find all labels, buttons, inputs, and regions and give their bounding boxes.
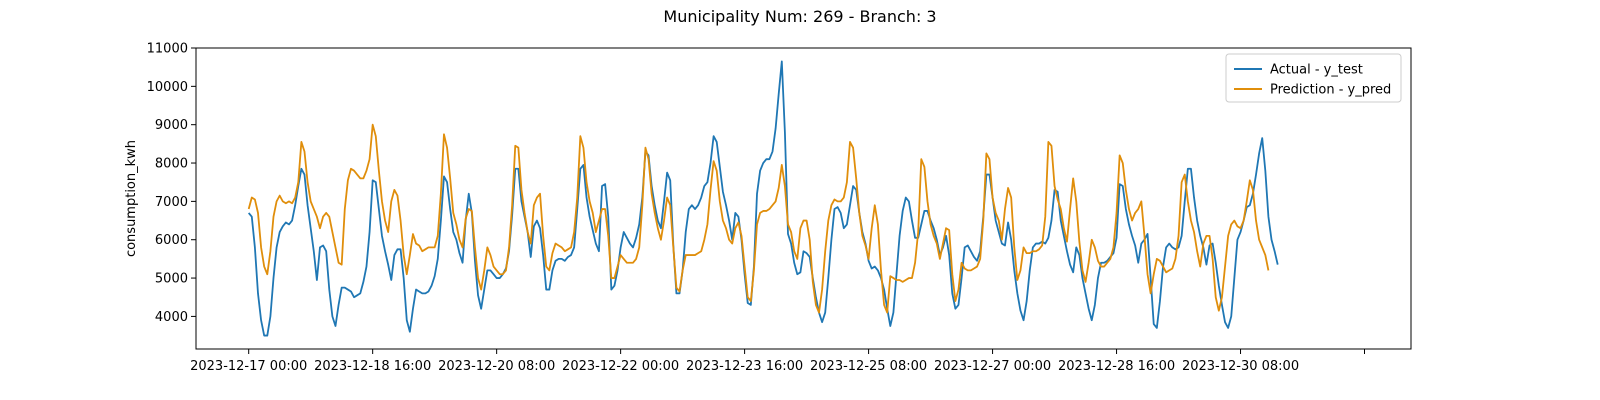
x-tick-label: 2023-12-25 08:00 xyxy=(810,359,927,374)
y-tick-label: 4000 xyxy=(155,310,188,325)
chart-title: Municipality Num: 269 - Branch: 3 xyxy=(663,7,936,26)
series-line-actual xyxy=(247,60,1279,337)
x-tick-label: 2023-12-23 16:00 xyxy=(686,359,803,374)
plot-frame xyxy=(195,47,1412,350)
y-axis-label: consumption_kwh xyxy=(124,140,139,257)
legend-box xyxy=(1225,53,1402,103)
x-tick-label: 2023-12-27 00:00 xyxy=(934,359,1051,374)
x-tick-label: 2023-12-18 16:00 xyxy=(314,359,431,374)
y-tick-label: 5000 xyxy=(155,272,188,287)
x-tick-label: 2023-12-17 00:00 xyxy=(190,359,307,374)
y-tick-label: 11000 xyxy=(147,42,188,57)
x-tick-label: 2023-12-28 16:00 xyxy=(1058,359,1175,374)
plot-area: 4000 5000 6000 7000 8000 9000 10000 11000 2023-… xyxy=(147,42,1412,374)
y-tick-label: 7000 xyxy=(155,195,188,210)
x-tick-label: 2023-12-20 08:00 xyxy=(438,359,555,374)
legend-label-actual: Actual - y_test xyxy=(1270,63,1363,78)
series-layer xyxy=(247,60,1279,337)
legend: Actual - y_test Prediction - y_pred xyxy=(1225,53,1402,103)
y-tick-label: 8000 xyxy=(155,157,188,172)
x-tick-label: 2023-12-30 08:00 xyxy=(1182,359,1299,374)
y-tick-label: 10000 xyxy=(147,80,188,95)
y-tick-label: 9000 xyxy=(155,118,188,133)
y-tick-label: 6000 xyxy=(155,233,188,248)
series-line-prediction xyxy=(247,123,1270,314)
x-axis: 2023-12-17 00:00 2023-12-18 16:00 2023-12-… xyxy=(190,349,1366,374)
legend-label-prediction: Prediction - y_pred xyxy=(1270,83,1391,98)
x-tick-label: 2023-12-22 00:00 xyxy=(562,359,679,374)
y-axis: 4000 5000 6000 7000 8000 9000 10000 11000 xyxy=(147,42,196,325)
